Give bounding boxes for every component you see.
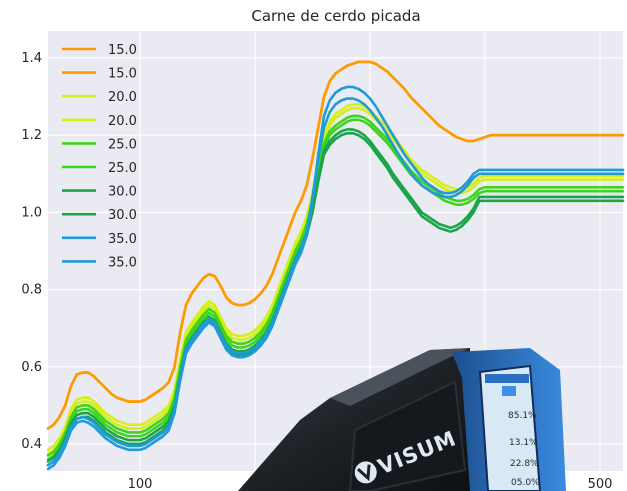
series-line-25.0-1 [46,114,625,457]
series-line-35.0-1 [46,97,625,467]
series-line-30.0-1 [46,128,625,463]
legend-label: 20.0 [108,114,137,129]
legend-label: 35.0 [108,232,137,247]
screen-tab [502,386,516,396]
series-line-15.0-2 [46,60,625,430]
chart-title: Carne de cerdo picada [251,7,420,25]
spectrometer-device: 85.1% 13.1% 22.8% 05.0% VISUM [238,348,566,491]
series-lines [46,60,625,471]
x-tick-label: 100 [128,477,153,491]
screen-value-4: 05.0% [511,478,540,488]
legend: 15.0 15.0 20.0 20.0 25.0 25.0 30.0 30.0 35.0 35.0 [62,43,137,270]
series-line-30.0-2 [46,131,625,467]
y-tick-label: 0.4 [21,437,42,452]
x-tick-label: 500 [588,477,613,491]
y-tick-label: 1.2 [21,128,42,143]
y-tick-label: 0.6 [21,360,42,375]
y-tick-label: 1.0 [21,205,42,220]
legend-label: 15.0 [108,43,137,58]
series-line-20.0-1 [46,103,625,452]
device-side-recess [348,380,467,491]
series-line-20.0-2 [46,106,625,455]
y-tick-labels: 0.4 0.6 0.8 1.0 1.2 1.4 [21,51,42,452]
screen-value-3: 22.8% [510,459,539,469]
device-screen [478,364,542,491]
visum-logo-v [356,464,371,482]
screen-value-2: 13.1% [509,438,538,448]
screen-value-1: 85.1% [508,411,537,421]
legend-label: 15.0 [108,67,137,82]
series-line-25.0-2 [46,118,625,461]
legend-label: 30.0 [108,185,137,200]
y-tick-label: 0.8 [21,283,42,298]
legend-label: 20.0 [108,90,137,105]
screen-header-bar [485,374,529,383]
legend-label: 30.0 [108,208,137,223]
x-tick-labels: 100 500 [128,477,613,491]
legend-label: 35.0 [108,255,137,270]
y-tick-label: 1.4 [21,51,42,66]
series-line-35.0-2 [46,85,625,471]
legend-label: 25.0 [108,161,137,176]
device-top-panel [330,348,470,406]
legend-label: 25.0 [108,137,137,152]
visum-logo-mark [354,461,377,484]
